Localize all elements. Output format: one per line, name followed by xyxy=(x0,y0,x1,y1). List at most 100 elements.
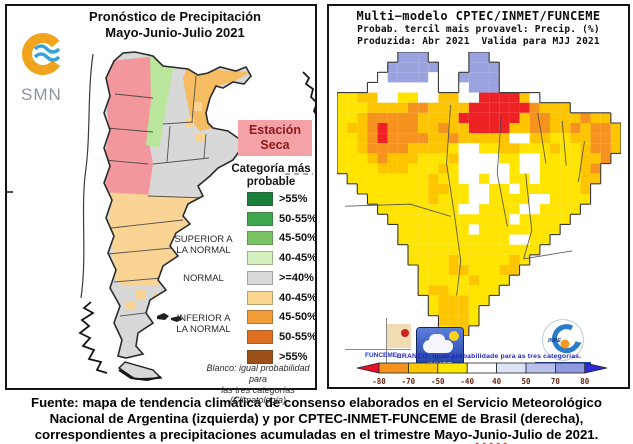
grid-cell xyxy=(448,153,459,164)
grid-cell xyxy=(560,173,571,184)
grid-cell xyxy=(550,102,561,113)
grid-cell xyxy=(418,163,429,174)
grid-cell xyxy=(458,92,469,103)
grid-cell xyxy=(367,143,378,154)
grid-cell xyxy=(499,153,510,164)
grid-cell xyxy=(418,82,429,93)
grid-cell xyxy=(387,92,398,103)
grid-cell xyxy=(418,244,429,255)
grid-cell xyxy=(479,143,490,154)
grid-cell xyxy=(448,224,459,235)
grid-cell xyxy=(397,112,408,123)
caption-misspelled-word: Junio xyxy=(472,427,508,442)
grid-cell xyxy=(468,305,479,316)
grid-cell xyxy=(387,102,398,113)
region-below-normal-ne xyxy=(183,68,251,131)
grid-cell xyxy=(489,112,500,123)
legend-label: >55% xyxy=(279,350,308,363)
grid-cell xyxy=(458,143,469,154)
grid-cell xyxy=(448,123,459,134)
grid-cell xyxy=(600,153,611,164)
legend-row: 40-45% xyxy=(247,290,317,305)
funceme-cross-horizontal xyxy=(345,349,411,350)
grid-cell xyxy=(479,244,490,255)
legend-row: 45-50% xyxy=(247,231,317,246)
legend-swatch xyxy=(247,192,273,206)
grid-cell xyxy=(479,173,490,184)
grid-cell xyxy=(408,244,419,255)
grid-cell xyxy=(479,224,490,235)
grid-cell xyxy=(468,102,479,113)
grid-cell xyxy=(438,173,449,184)
grid-cell xyxy=(337,163,348,174)
grid-cell xyxy=(519,112,530,123)
grid-cell xyxy=(499,194,510,205)
chile-coastline xyxy=(80,53,94,299)
funceme-cross-vertical xyxy=(386,318,387,370)
grid-cell xyxy=(458,204,469,215)
grid-cell xyxy=(428,214,439,225)
grid-cell xyxy=(408,204,419,215)
grid-cell xyxy=(468,183,479,194)
grid-cell xyxy=(448,102,459,113)
grid-cell xyxy=(367,133,378,144)
legend-row: >=40% xyxy=(247,270,314,285)
grid-cell xyxy=(448,244,459,255)
grid-cell xyxy=(529,133,540,144)
grid-cell xyxy=(408,183,419,194)
grid-cell xyxy=(428,92,439,103)
grid-cell xyxy=(397,123,408,134)
grid-cell xyxy=(550,163,561,174)
grid-cell xyxy=(509,265,520,276)
grid-cell xyxy=(570,194,581,205)
grid-cell xyxy=(397,133,408,144)
grid-cell xyxy=(499,254,510,265)
grid-cell xyxy=(468,204,479,215)
grid-cell xyxy=(479,153,490,164)
argentina-map xyxy=(7,51,315,382)
legend-swatch xyxy=(247,251,273,266)
grid-cell xyxy=(418,173,429,184)
smn-logo: SMN xyxy=(13,30,87,105)
grid-cell xyxy=(570,143,581,154)
grid-cell xyxy=(458,275,469,286)
legend-row: 50-55% xyxy=(247,211,317,226)
grid-cell xyxy=(550,133,561,144)
legend-swatch xyxy=(247,329,273,344)
colorbar: -80 -70 -50 -40 40 50 70 80 xyxy=(356,362,608,386)
legend-swatch xyxy=(247,231,273,246)
grid-cell xyxy=(408,123,419,134)
grid-cell xyxy=(468,133,479,144)
grid-cell xyxy=(448,234,459,245)
grid-cell xyxy=(448,285,459,296)
inpe-logo-text: INPE xyxy=(548,338,561,344)
grid-cell xyxy=(428,265,439,276)
grid-cell xyxy=(428,72,439,83)
grid-cell xyxy=(570,163,581,174)
argentina-title-line1: Pronóstico de Precipitación xyxy=(89,9,261,24)
grid-cell xyxy=(519,133,530,144)
grid-cell xyxy=(428,112,439,123)
legend-label: 45-50% xyxy=(279,232,317,245)
grid-cell xyxy=(408,224,419,235)
grid-cell xyxy=(458,305,469,316)
legend-swatch xyxy=(247,290,273,305)
branco-note: BRANCO: igual probabilidade para as tres… xyxy=(396,353,582,360)
grid-cell xyxy=(509,183,520,194)
grid-cell xyxy=(590,112,601,123)
grid-cell xyxy=(529,92,540,103)
smn-logo-icon xyxy=(22,33,64,75)
grid-cell xyxy=(560,204,571,215)
grid-cell xyxy=(408,234,419,245)
grid-cell xyxy=(408,82,419,93)
grid-cell xyxy=(529,143,540,154)
grid-cell xyxy=(590,173,601,184)
grid-cell xyxy=(347,153,358,164)
grid-cell xyxy=(438,234,449,245)
grid-cell xyxy=(438,143,449,154)
colorbar-tick: 80 xyxy=(580,377,590,386)
legend-row: >55% xyxy=(247,192,307,206)
grid-cell xyxy=(377,133,388,144)
province-borders xyxy=(104,75,210,317)
grid-cell xyxy=(580,123,591,134)
